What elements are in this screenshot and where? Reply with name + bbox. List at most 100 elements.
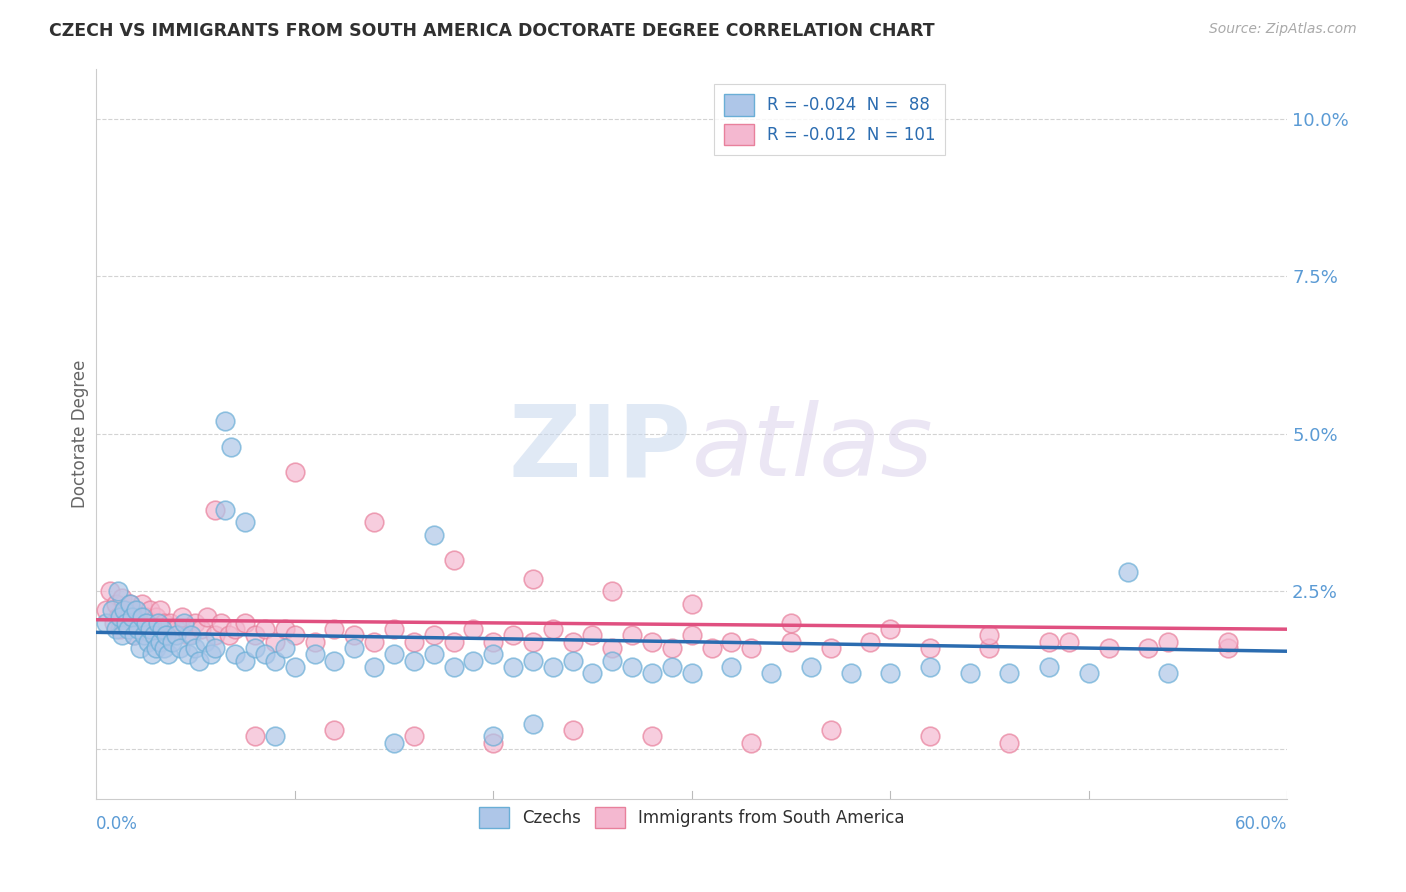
- Point: [263, 635, 285, 649]
- Point: [1157, 635, 1180, 649]
- Point: [128, 641, 150, 656]
- Point: [132, 628, 155, 642]
- Point: [263, 654, 285, 668]
- Point: [135, 615, 157, 630]
- Point: [661, 660, 683, 674]
- Point: [155, 622, 177, 636]
- Point: [422, 628, 444, 642]
- Point: [176, 628, 198, 642]
- Point: [160, 635, 183, 649]
- Point: [363, 660, 385, 674]
- Point: [165, 628, 187, 642]
- Point: [443, 553, 465, 567]
- Point: [152, 615, 174, 630]
- Point: [136, 622, 159, 636]
- Point: [204, 641, 226, 656]
- Point: [98, 584, 121, 599]
- Point: [233, 515, 256, 529]
- Point: [121, 609, 143, 624]
- Point: [214, 502, 236, 516]
- Point: [641, 635, 664, 649]
- Point: [581, 666, 603, 681]
- Point: [363, 635, 385, 649]
- Point: [136, 635, 159, 649]
- Point: [165, 622, 187, 636]
- Point: [224, 648, 246, 662]
- Point: [1216, 635, 1239, 649]
- Text: CZECH VS IMMIGRANTS FROM SOUTH AMERICA DOCTORATE DEGREE CORRELATION CHART: CZECH VS IMMIGRANTS FROM SOUTH AMERICA D…: [49, 22, 935, 40]
- Point: [184, 641, 207, 656]
- Point: [101, 603, 124, 617]
- Point: [131, 597, 153, 611]
- Point: [121, 609, 143, 624]
- Point: [117, 622, 139, 636]
- Point: [1118, 566, 1140, 580]
- Point: [482, 648, 505, 662]
- Point: [145, 609, 167, 624]
- Point: [122, 628, 145, 642]
- Point: [243, 641, 266, 656]
- Point: [621, 628, 644, 642]
- Point: [780, 615, 803, 630]
- Point: [284, 465, 307, 479]
- Point: [422, 648, 444, 662]
- Point: [382, 648, 405, 662]
- Point: [214, 414, 236, 428]
- Point: [1137, 641, 1160, 656]
- Point: [141, 648, 163, 662]
- Point: [243, 628, 266, 642]
- Y-axis label: Doctorate Degree: Doctorate Degree: [72, 359, 89, 508]
- Point: [253, 648, 276, 662]
- Point: [998, 736, 1021, 750]
- Text: atlas: atlas: [692, 400, 934, 497]
- Point: [219, 440, 242, 454]
- Point: [150, 622, 173, 636]
- Point: [176, 648, 198, 662]
- Point: [402, 654, 425, 668]
- Point: [720, 635, 742, 649]
- Point: [323, 723, 346, 737]
- Point: [918, 641, 941, 656]
- Point: [142, 628, 165, 642]
- Point: [224, 622, 246, 636]
- Point: [243, 729, 266, 743]
- Point: [139, 603, 162, 617]
- Point: [561, 654, 583, 668]
- Point: [600, 641, 623, 656]
- Point: [204, 628, 226, 642]
- Point: [561, 723, 583, 737]
- Text: 0.0%: 0.0%: [96, 815, 138, 833]
- Point: [820, 723, 842, 737]
- Point: [132, 615, 155, 630]
- Point: [323, 622, 346, 636]
- Point: [720, 660, 742, 674]
- Point: [382, 736, 405, 750]
- Point: [152, 641, 174, 656]
- Point: [1057, 635, 1080, 649]
- Point: [343, 641, 366, 656]
- Point: [274, 622, 297, 636]
- Point: [502, 628, 524, 642]
- Point: [149, 603, 172, 617]
- Point: [180, 628, 202, 642]
- Point: [740, 736, 762, 750]
- Point: [541, 622, 564, 636]
- Point: [1216, 641, 1239, 656]
- Point: [94, 603, 117, 617]
- Point: [1038, 660, 1060, 674]
- Point: [127, 622, 149, 636]
- Point: [108, 622, 131, 636]
- Point: [879, 666, 901, 681]
- Point: [304, 648, 326, 662]
- Point: [169, 641, 191, 656]
- Point: [111, 591, 134, 605]
- Point: [105, 622, 128, 636]
- Point: [859, 635, 882, 649]
- Point: [918, 729, 941, 743]
- Point: [800, 660, 823, 674]
- Point: [661, 641, 683, 656]
- Point: [284, 660, 307, 674]
- Point: [1077, 666, 1099, 681]
- Point: [127, 615, 149, 630]
- Point: [463, 654, 485, 668]
